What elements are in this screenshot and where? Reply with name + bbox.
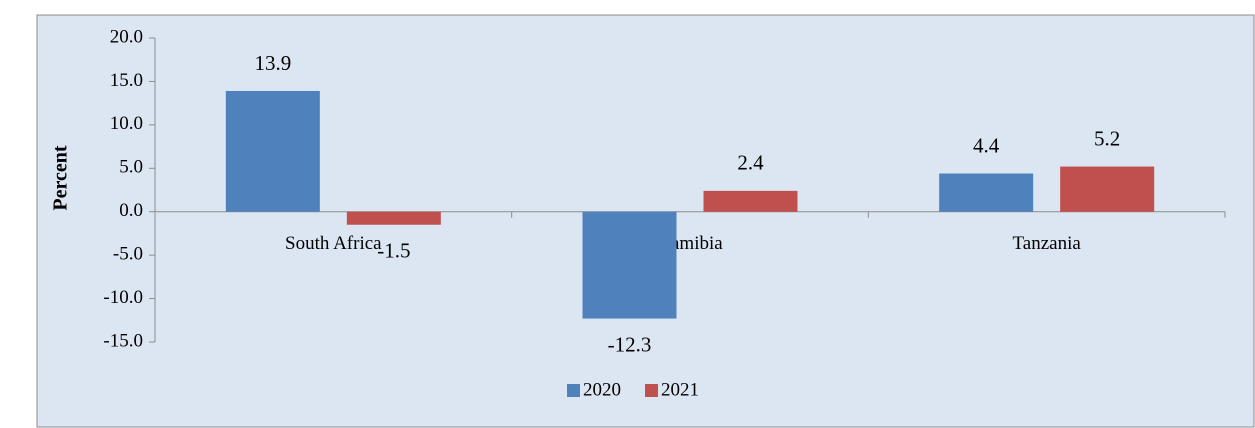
x-tick-label: South Africa: [285, 233, 382, 254]
legend-label: 2020: [583, 379, 621, 400]
data-label: -1.5: [377, 239, 410, 263]
y-tick-label: 0.0: [119, 200, 143, 221]
y-tick-label: -5.0: [113, 244, 143, 265]
legend-swatch: [645, 384, 658, 397]
bar: [346, 211, 441, 225]
y-axis-label: Percent: [50, 145, 72, 210]
legend-swatch: [567, 384, 580, 397]
y-tick-label: -15.0: [103, 330, 143, 351]
legend-label: 2021: [661, 379, 699, 400]
y-tick-label: 20.0: [110, 26, 143, 47]
x-tick-label: Tanzania: [1013, 233, 1082, 254]
bar: [582, 211, 677, 319]
y-tick-label: 15.0: [110, 70, 143, 91]
data-label: -12.3: [608, 332, 652, 356]
data-label: 5.2: [1094, 126, 1120, 150]
bar: [1060, 166, 1155, 212]
data-label: 13.9: [254, 51, 291, 75]
bar: [939, 173, 1034, 212]
data-label: 4.4: [973, 133, 1000, 157]
y-tick-label: 10.0: [110, 113, 143, 134]
bar: [225, 90, 320, 212]
y-tick-label: 5.0: [119, 157, 143, 178]
bar: [703, 190, 798, 212]
y-tick-label: -10.0: [103, 287, 143, 308]
data-label: 2.4: [737, 151, 764, 175]
